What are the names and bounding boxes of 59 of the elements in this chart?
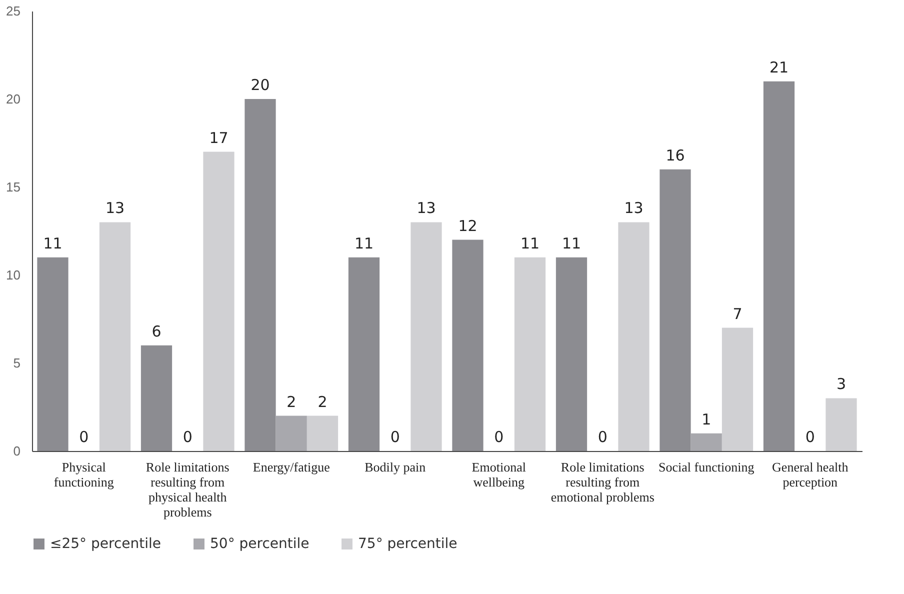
data-label: 13 bbox=[105, 199, 125, 218]
data-label: 7 bbox=[732, 304, 742, 323]
data-label: 12 bbox=[458, 216, 478, 235]
x-tick-label: Bodily pain bbox=[364, 460, 426, 474]
bar bbox=[244, 99, 276, 451]
data-label: 0 bbox=[79, 428, 89, 446]
bar bbox=[276, 416, 307, 451]
y-tick-label: 25 bbox=[6, 4, 20, 18]
bar bbox=[37, 257, 68, 451]
data-label: 13 bbox=[624, 199, 644, 218]
bar bbox=[618, 222, 650, 451]
bar bbox=[722, 328, 754, 451]
data-label: 0 bbox=[805, 428, 815, 446]
legend-label: 75° percentile bbox=[358, 536, 458, 552]
data-label: 13 bbox=[416, 199, 436, 218]
x-tick-label: Role limitations resulting from physical health problems bbox=[146, 460, 230, 520]
y-tick-label: 10 bbox=[6, 268, 20, 282]
x-tick-label: Emotional wellbeing bbox=[472, 460, 526, 490]
data-label: 0 bbox=[494, 428, 504, 446]
data-label: 0 bbox=[182, 428, 192, 446]
bar bbox=[556, 257, 588, 451]
data-label: 6 bbox=[152, 322, 162, 340]
bar bbox=[514, 257, 546, 451]
legend-label: 50° percentile bbox=[210, 536, 310, 552]
bar bbox=[306, 416, 338, 451]
x-tick-label: Social functioning bbox=[658, 460, 755, 474]
data-label: 3 bbox=[836, 375, 846, 394]
bar bbox=[452, 240, 484, 451]
x-tick-label: Physical functioning bbox=[54, 460, 114, 490]
bar bbox=[660, 169, 691, 451]
data-label: 0 bbox=[598, 428, 608, 446]
bar bbox=[826, 398, 857, 451]
bar bbox=[99, 222, 131, 451]
bar bbox=[763, 81, 795, 451]
x-tick-label: Energy/fatigue bbox=[252, 460, 330, 474]
bar bbox=[140, 345, 172, 451]
data-label: 21 bbox=[769, 58, 789, 76]
x-tick-label: Role limitations resulting from emotional problems bbox=[550, 460, 654, 504]
legend-label: ≤25° percentile bbox=[50, 536, 162, 552]
y-tick-label: 15 bbox=[6, 180, 20, 194]
y-tick-label: 20 bbox=[6, 92, 20, 106]
data-label: 20 bbox=[250, 76, 270, 94]
data-label: 2 bbox=[318, 392, 328, 411]
data-label: 0 bbox=[390, 428, 400, 446]
data-label: 16 bbox=[666, 146, 685, 164]
y-tick-label: 5 bbox=[13, 356, 20, 370]
data-label: 1 bbox=[702, 410, 712, 428]
data-label: 11 bbox=[562, 234, 582, 252]
data-label: 17 bbox=[209, 128, 228, 147]
data-label: 11 bbox=[354, 234, 374, 252]
bar bbox=[410, 222, 442, 451]
bar bbox=[348, 257, 380, 451]
data-label: 2 bbox=[286, 392, 296, 411]
x-tick-label: General health perception bbox=[772, 460, 849, 490]
data-label: 11 bbox=[520, 234, 540, 252]
y-tick-label: 0 bbox=[13, 444, 20, 458]
bar bbox=[690, 433, 722, 451]
bar bbox=[203, 152, 234, 451]
data-label: 11 bbox=[43, 234, 62, 252]
